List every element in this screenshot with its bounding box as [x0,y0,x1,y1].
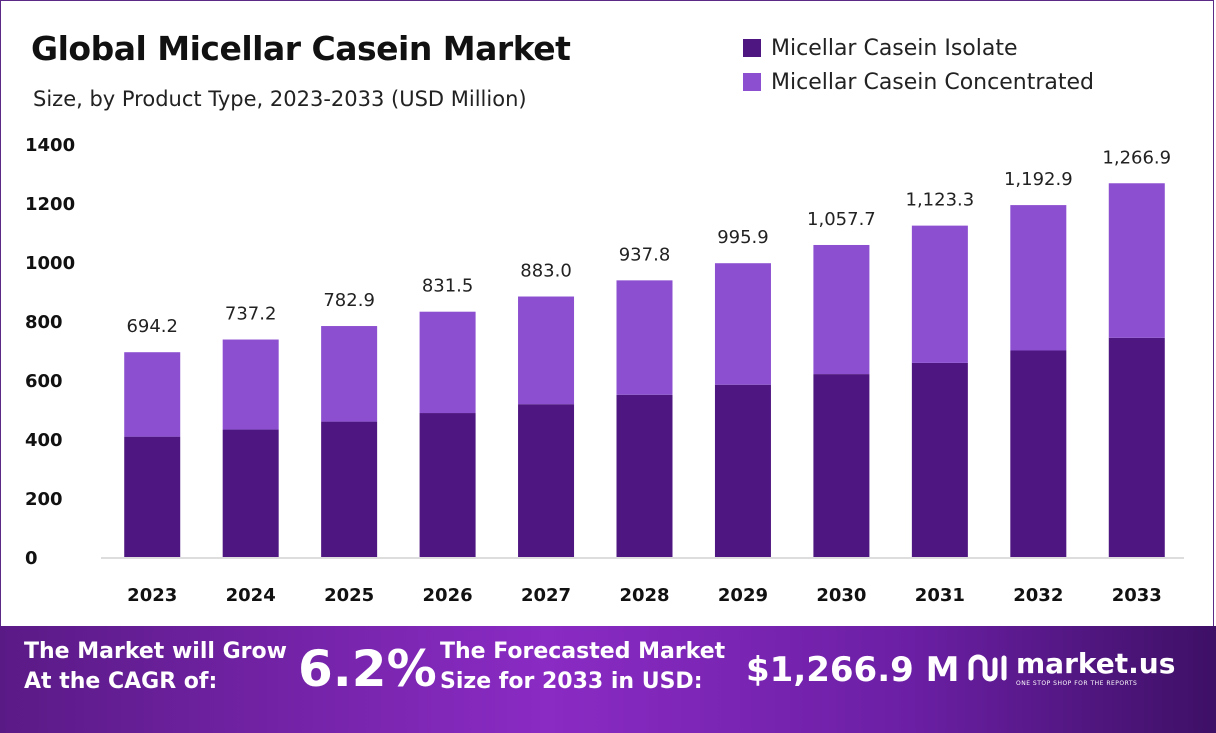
legend-label-concentrated: Micellar Casein Concentrated [771,69,1094,95]
y-tick-label: 400 [25,430,63,451]
bar-isolate [911,362,968,557]
cagr-caption: The Market will Grow At the CAGR of: [24,637,287,697]
bar-isolate [1108,337,1165,557]
chart-title: Global Micellar Casein Market [31,29,571,68]
bar-total-label: 1,192.9 [1004,169,1073,190]
bar-total-label: 1,123.3 [906,190,975,211]
bar-total-label: 883.0 [520,261,572,282]
legend-item-isolate: Micellar Casein Isolate [743,31,1094,65]
bar-isolate [222,429,279,557]
brand-name: market.us [1016,646,1176,680]
y-tick-label: 1400 [25,135,75,156]
bar-concentrated [911,225,968,363]
bar-total-label: 937.8 [619,244,671,265]
legend-label-isolate: Micellar Casein Isolate [771,35,1018,61]
forecast-caption: The Forecasted Market Size for 2033 in U… [440,637,725,697]
market-us-logo-icon [968,654,1007,682]
bar-total-label: 694.2 [126,316,178,337]
bar-concentrated [124,352,181,437]
legend-swatch-concentrated [743,73,761,91]
legend-swatch-isolate [743,39,761,57]
y-tick-label: 800 [25,312,63,333]
y-tick-label: 1000 [25,253,75,274]
x-tick-label: 2031 [915,585,965,606]
x-tick-label: 2033 [1112,585,1162,606]
y-tick-label: 600 [25,371,63,392]
cagr-caption-line2: At the CAGR of: [24,669,218,694]
bar-concentrated [1010,205,1067,351]
bar-chart: 0 200 400 600 800 1000 1200 1400 694.2 2023 737.2 2… [25,135,1184,606]
bar-concentrated [419,311,476,414]
x-tick-label: 2032 [1013,585,1063,606]
bar-isolate [124,436,181,557]
bar-concentrated [813,244,870,375]
bar-isolate [518,404,575,557]
bar-total-label: 737.2 [225,304,277,325]
cagr-caption-line1: The Market will Grow [24,639,287,664]
bar-concentrated [518,296,575,405]
forecast-caption-line2: Size for 2033 in USD: [440,669,703,694]
forecast-caption-line1: The Forecasted Market [440,639,726,664]
bar-isolate [616,394,673,557]
bar-concentrated [714,263,771,385]
legend: Micellar Casein Isolate Micellar Casein … [743,31,1094,99]
bar-isolate [419,413,476,557]
forecast-value: $1,266.9 M [746,650,960,690]
bar-total-label: 995.9 [717,227,769,248]
legend-item-concentrated: Micellar Casein Concentrated [743,65,1094,99]
bar-total-label: 782.9 [323,290,375,311]
y-tick-label: 200 [25,489,63,510]
x-tick-label: 2024 [226,585,276,606]
x-tick-label: 2030 [816,585,866,606]
cagr-value: 6.2% [298,640,437,698]
y-tick-label: 0 [25,548,38,569]
bar-isolate [1010,350,1067,557]
chart-subtitle: Size, by Product Type, 2023-2033 (USD Mi… [33,87,527,111]
x-tick-label: 2028 [619,585,669,606]
x-tick-label: 2029 [718,585,768,606]
bar-total-label: 1,266.9 [1102,147,1171,168]
bar-concentrated [1108,183,1165,338]
bar-total-label: 1,057.7 [807,209,876,230]
bar-concentrated [321,326,378,422]
brand-tagline: ONE STOP SHOP FOR THE REPORTS [1016,679,1138,687]
bar-concentrated [616,280,673,395]
x-tick-label: 2025 [324,585,374,606]
bar-total-label: 831.5 [422,276,474,297]
footer-banner: The Market will Grow At the CAGR of: 6.2… [0,626,1216,733]
bar-isolate [321,421,378,557]
brand-logo: market.us ONE STOP SHOP FOR THE REPORTS [966,648,1175,688]
x-tick-label: 2026 [423,585,473,606]
bar-isolate [714,384,771,557]
x-tick-label: 2023 [127,585,177,606]
x-tick-label: 2027 [521,585,571,606]
y-tick-label: 1200 [25,194,75,215]
bar-concentrated [222,339,279,430]
bar-isolate [813,374,870,557]
brand-text: market.us ONE STOP SHOP FOR THE REPORTS [1016,646,1176,687]
